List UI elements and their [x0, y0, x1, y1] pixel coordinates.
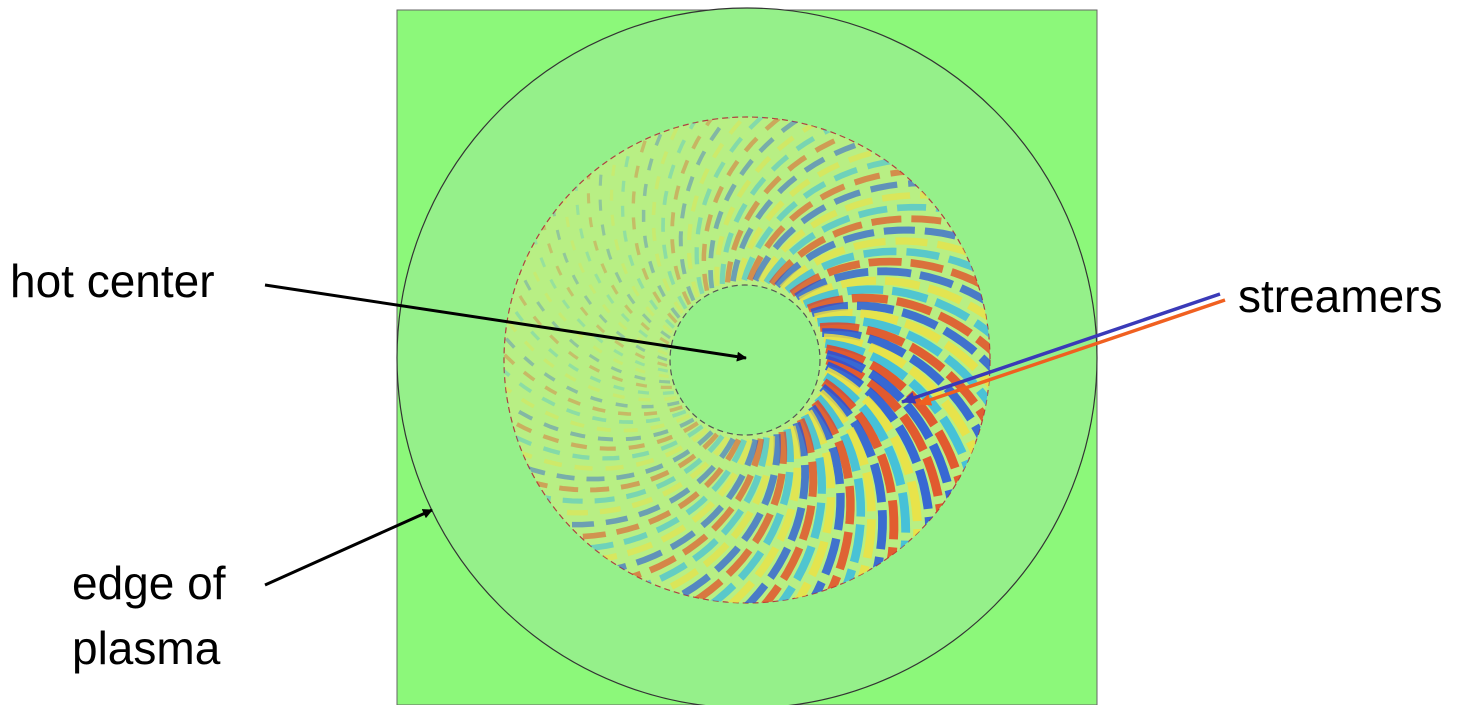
streamer-stripe — [722, 425, 802, 603]
streamer-stripe — [794, 267, 990, 307]
hot-center-arrow — [264, 283, 747, 362]
streamer-stripe — [784, 247, 982, 294]
hot-center-label: hot center — [10, 255, 215, 307]
streamer-stripe — [791, 409, 836, 603]
edge-label-line: plasma — [72, 622, 221, 674]
streamer-stripe — [672, 434, 781, 603]
streamer-stripe — [586, 165, 670, 345]
streamer-stripe — [774, 413, 827, 603]
streamer-stripe — [825, 344, 966, 490]
streamer-stripe — [757, 417, 818, 603]
streamer-stripe — [708, 117, 805, 289]
streamer-stripe — [540, 216, 668, 368]
streamer-stripe — [536, 434, 725, 504]
streamer-stripe — [825, 355, 946, 518]
streamer-stripe — [768, 215, 958, 287]
streamer-stripe — [509, 278, 672, 389]
streamer-stripe — [714, 118, 822, 286]
streamer-stripe — [763, 203, 947, 285]
edge-label-line: edge of — [72, 557, 226, 609]
streamer-stripe — [694, 117, 771, 295]
streamer-stripe — [562, 189, 668, 356]
streamer-stripe — [551, 202, 668, 362]
streamer-stripe — [802, 285, 990, 342]
streamer-stripe — [609, 145, 673, 334]
streamer-stripe — [641, 122, 681, 319]
streamer-stripe — [504, 380, 691, 433]
streamer-stripe — [774, 226, 967, 289]
streamer-stripe — [610, 438, 759, 573]
streamer-stripe — [819, 384, 887, 576]
streamer-stripe — [686, 117, 753, 298]
streamer-stripe — [624, 438, 765, 582]
streamer-stripe — [670, 117, 718, 306]
streamer-stripe — [822, 328, 988, 444]
streamer-stripe — [547, 436, 730, 516]
streamer-stripe — [620, 136, 676, 329]
streamer-pattern — [504, 117, 990, 603]
streamer-stripe — [705, 428, 794, 603]
streamer-stripe — [507, 424, 704, 461]
streamer-stripe — [740, 421, 810, 603]
streamer-stripe — [631, 129, 678, 324]
streamer-stripe — [504, 311, 677, 402]
streamers-arrow-blue — [901, 292, 1221, 404]
streamers-label: streamers — [1238, 270, 1442, 322]
streamer-stripe — [504, 294, 675, 395]
streamer-stripe — [810, 301, 990, 376]
streamer-stripe — [522, 246, 669, 379]
streamers-arrow-orange — [917, 298, 1226, 406]
streamer-stripe — [825, 350, 957, 505]
streamer-stripe — [746, 168, 912, 282]
core-region — [669, 284, 821, 436]
streamer-stripe — [824, 367, 923, 543]
streamer-stripe — [789, 257, 988, 297]
streamer-stripe — [504, 414, 699, 451]
streamer-stripe — [823, 333, 982, 460]
streamer-stripe — [512, 427, 709, 471]
streamer-stripe — [779, 237, 975, 291]
streamer-stripe — [824, 338, 975, 475]
streamer-stripe — [596, 439, 753, 563]
streamer-stripe — [519, 430, 714, 482]
streamer-stripe — [752, 179, 924, 282]
streamer-stripe — [824, 361, 935, 531]
streamer-stripe — [814, 394, 866, 592]
streamer-stripe — [504, 363, 687, 424]
streamer-stripe — [798, 276, 990, 325]
streamer-stripe — [651, 117, 684, 315]
streamer-stripe — [701, 117, 788, 292]
streamer-stripe — [688, 431, 788, 603]
streamer-stripe — [574, 177, 669, 351]
streamer-stripe — [504, 397, 695, 442]
streamer-stripe — [816, 315, 990, 410]
streamer-stripe — [640, 437, 770, 590]
streamer-stripe — [808, 404, 845, 603]
streamer-stripe — [531, 230, 669, 373]
streamer-stripe — [724, 130, 854, 283]
streamer-stripe — [598, 155, 671, 340]
streamer-stripe — [515, 261, 671, 384]
streamer-stripe — [678, 117, 736, 302]
streamer-stripe — [719, 124, 838, 284]
streamer-stripe — [504, 328, 680, 409]
edge-arrow — [264, 508, 433, 587]
streamer-stripe — [661, 117, 701, 310]
streamer-stripe — [811, 399, 855, 599]
streamer-stripe — [813, 309, 990, 394]
streamer-stripe — [758, 192, 936, 283]
streamer-stripe — [817, 389, 876, 584]
streamer-stripe — [504, 345, 683, 417]
streamer-stripe — [819, 322, 990, 427]
streamer-stripe — [822, 372, 911, 555]
streamer-stripe — [656, 436, 776, 597]
streamer-stripe — [806, 293, 990, 359]
streamer-stripe — [527, 432, 719, 493]
streamer-stripe — [821, 378, 899, 566]
